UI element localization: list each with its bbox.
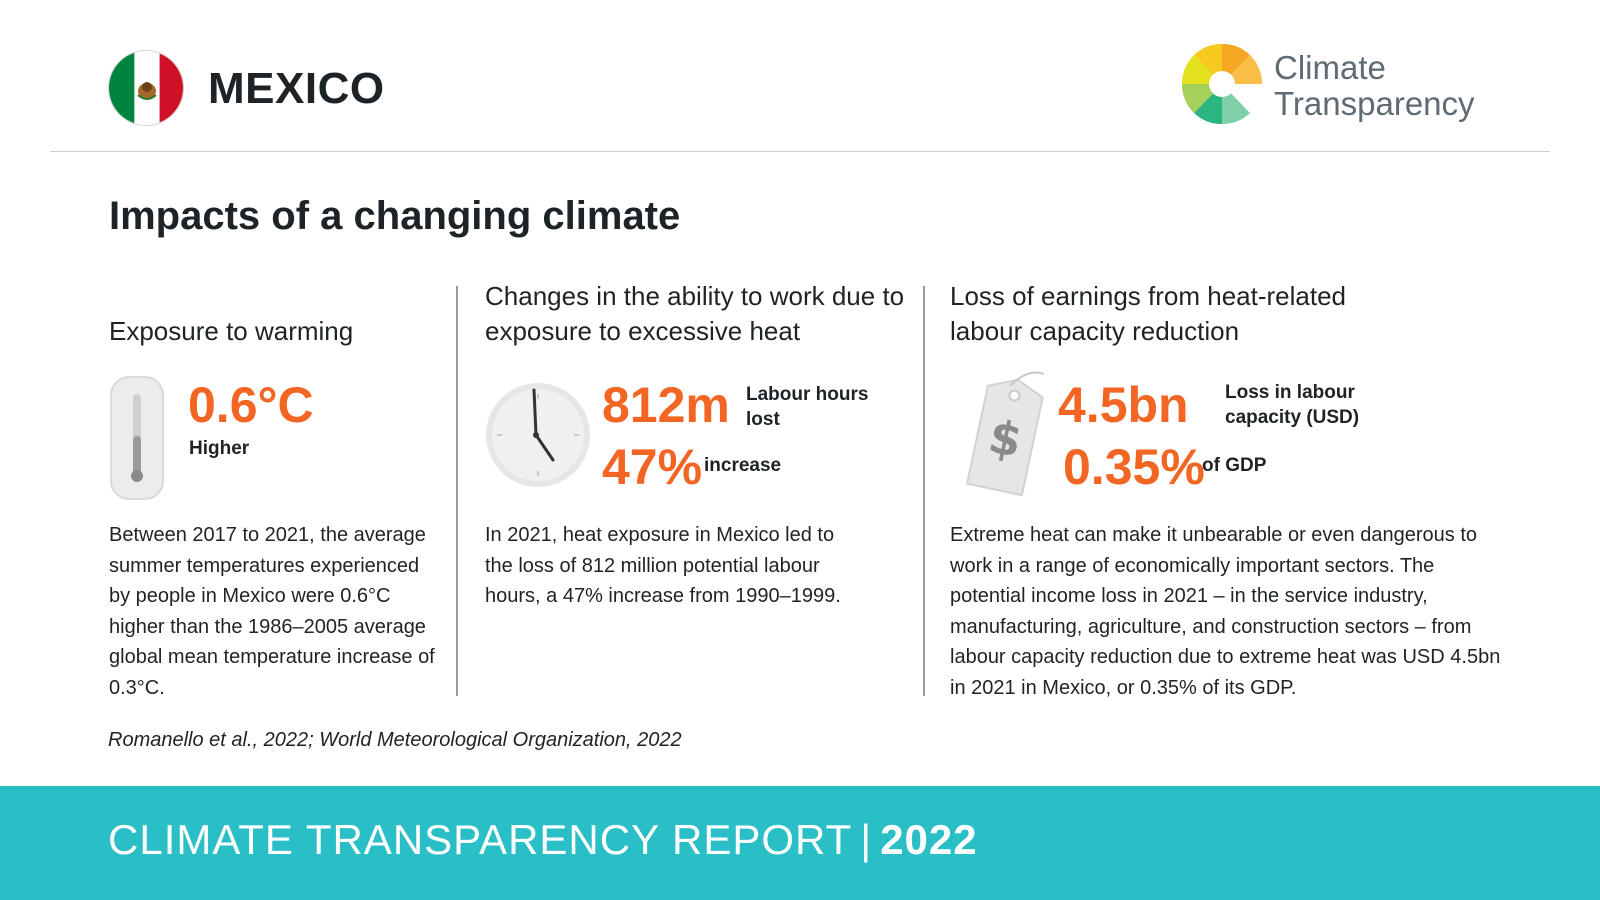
footer-separator: | [860,816,873,863]
warming-paragraph: Between 2017 to 2021, the average summer… [109,524,435,699]
earnings-label-usd: Loss in labour capacity (USD) [1225,382,1360,428]
thermometer-icon [110,376,164,500]
footer: CLIMATE TRANSPARENCY REPORT | 2022 [0,786,1600,900]
work-label-hours: Labour hours lost [746,384,869,430]
column-divider [923,286,925,696]
logo-text: Climate Transparency [1274,50,1475,122]
earnings-label-gdp: of GDP [1202,455,1267,476]
warming-value-label: Higher [189,438,250,459]
header: MEXICO Climate Transparency [0,0,1600,152]
logo-text-line2: Transparency [1274,85,1475,122]
header-divider [50,151,1550,152]
column-divider [456,286,458,696]
earnings-title: Loss of earnings from heat-related labou… [950,281,1346,346]
logo-text-line1: Climate [1274,49,1386,86]
clock-icon [485,382,591,488]
work-paragraph: In 2021, heat exposure in Mexico led to … [485,524,841,607]
warming-value: 0.6°C [188,377,314,433]
source-citation: Romanello et al., 2022; World Meteorolog… [108,729,682,751]
mexico-flag-icon [108,50,184,126]
work-label-increase: increase [704,455,782,476]
footer-report-name: CLIMATE TRANSPARENCY REPORT [108,816,853,863]
work-value-increase: 47% [602,439,703,495]
price-tag-icon: $ [948,368,1058,502]
footer-year: 2022 [880,816,978,863]
earnings-value-usd: 4.5bn [1058,377,1189,433]
work-value-hours: 812m [602,377,730,433]
footer-title: CLIMATE TRANSPARENCY REPORT | 2022 [108,816,978,864]
page-title: Impacts of a changing climate [109,194,681,238]
earnings-paragraph: Extreme heat can make it unbearable or e… [950,524,1501,699]
earnings-value-gdp: 0.35% [1063,439,1205,495]
work-title: Changes in the ability to work due to ex… [485,281,905,346]
country-name: MEXICO [208,64,385,113]
climate-transparency-logo-icon [1180,42,1264,126]
warming-title: Exposure to warming [109,316,354,346]
